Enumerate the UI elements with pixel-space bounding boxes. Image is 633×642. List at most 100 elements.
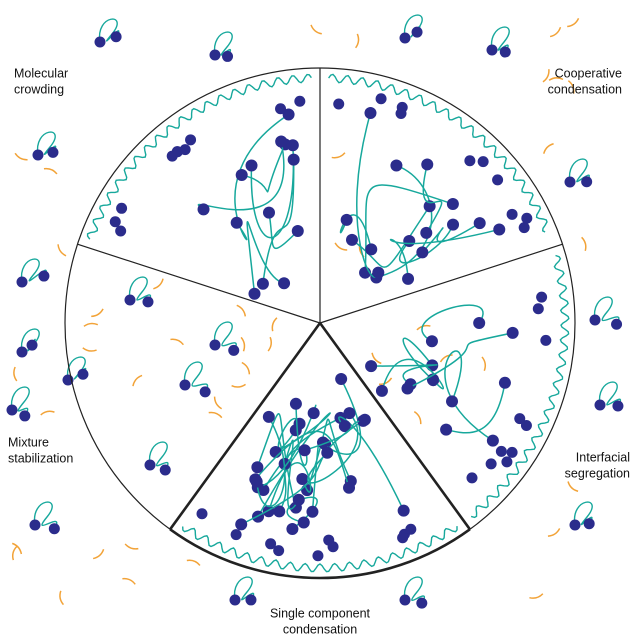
strand — [183, 361, 209, 393]
strand — [402, 337, 434, 381]
crowder — [132, 374, 143, 387]
bead — [32, 149, 44, 161]
strand — [407, 332, 513, 390]
bead — [298, 444, 311, 457]
crowder — [271, 317, 278, 332]
bead — [399, 594, 411, 606]
bead — [518, 222, 530, 234]
bead — [159, 464, 171, 476]
bead — [492, 174, 504, 186]
strand — [283, 439, 300, 510]
crowder — [59, 590, 65, 606]
strand — [371, 364, 438, 385]
bead — [506, 446, 518, 458]
strand — [246, 221, 285, 294]
crowder — [355, 33, 360, 49]
rim-strand — [470, 254, 570, 519]
crowder — [170, 338, 184, 346]
bead — [275, 103, 287, 115]
strand — [490, 26, 510, 53]
bead — [477, 156, 489, 168]
crowder — [371, 352, 382, 365]
bead — [506, 326, 519, 339]
bead — [235, 518, 248, 531]
bead — [333, 98, 345, 110]
bead — [26, 339, 38, 351]
bead — [501, 456, 513, 468]
bead — [440, 423, 453, 436]
bead — [47, 146, 59, 158]
crowder — [82, 347, 97, 352]
bead — [196, 508, 208, 520]
bead — [142, 296, 154, 308]
bead — [209, 339, 221, 351]
strand — [10, 386, 30, 417]
label: Single component — [270, 606, 371, 620]
bead — [411, 26, 423, 38]
sector-line — [169, 322, 322, 531]
label: segregation — [565, 466, 630, 480]
strand — [128, 276, 151, 303]
bead — [179, 379, 191, 391]
bead — [506, 208, 518, 220]
strand — [568, 158, 590, 183]
bead — [262, 206, 275, 219]
strand — [257, 404, 317, 489]
bead — [397, 504, 410, 517]
bead — [365, 243, 378, 256]
crowder — [413, 411, 422, 425]
crowder — [91, 308, 104, 318]
crowder — [567, 17, 580, 28]
bead — [485, 458, 497, 470]
crowder — [231, 383, 246, 388]
bead — [185, 134, 197, 146]
bead — [110, 31, 122, 43]
strand — [593, 296, 620, 325]
crowder — [567, 80, 575, 94]
crowder — [481, 356, 487, 372]
crowder — [14, 152, 28, 161]
crowder — [241, 361, 251, 375]
circle-frame — [64, 67, 576, 580]
bead — [262, 410, 275, 423]
crowder — [11, 545, 18, 561]
sector-line — [318, 322, 471, 531]
strand — [306, 418, 352, 491]
bead — [273, 545, 285, 557]
strand — [381, 358, 444, 392]
bead — [229, 594, 241, 606]
crowder — [213, 396, 223, 410]
bead — [486, 44, 498, 56]
strand — [33, 501, 58, 530]
crowder — [43, 167, 58, 175]
crowder — [186, 559, 201, 566]
bead — [312, 550, 324, 562]
bead — [581, 176, 593, 188]
bead — [256, 277, 269, 290]
bead — [199, 386, 211, 398]
bead — [179, 144, 191, 156]
bead — [345, 233, 358, 246]
crowder — [331, 152, 346, 159]
bead — [594, 399, 606, 411]
bead — [421, 158, 434, 171]
crowder — [543, 143, 554, 154]
bead — [364, 106, 377, 119]
crowder — [267, 336, 272, 352]
bead — [520, 420, 532, 432]
crowder — [581, 236, 587, 252]
strand — [307, 412, 359, 484]
crowder — [122, 577, 136, 585]
strand — [255, 416, 286, 507]
bead — [19, 410, 31, 422]
bead — [230, 529, 242, 541]
crowder — [529, 593, 544, 599]
strand — [364, 184, 454, 273]
strand — [197, 141, 285, 211]
bead — [16, 346, 28, 358]
crowder — [153, 278, 164, 290]
bead — [265, 538, 277, 550]
label: crowding — [14, 82, 64, 96]
bead — [289, 424, 302, 437]
bead — [250, 475, 263, 488]
